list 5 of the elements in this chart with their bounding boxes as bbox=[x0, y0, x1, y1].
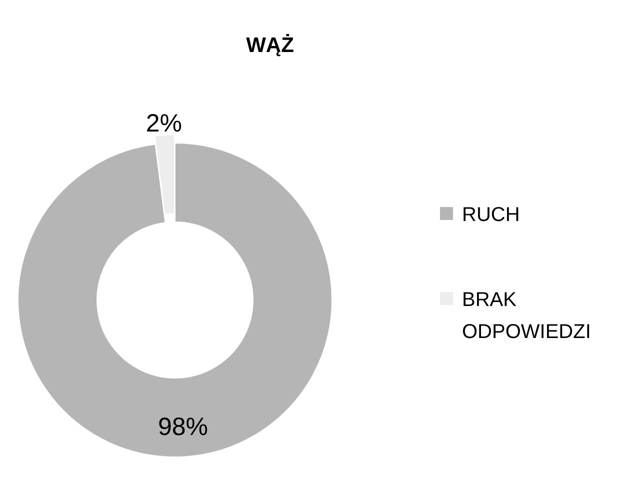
legend-label: RUCH bbox=[462, 204, 520, 226]
data-label: 2% bbox=[146, 109, 182, 138]
data-label: 98% bbox=[158, 413, 208, 442]
chart-title: WĄŻ bbox=[246, 34, 294, 57]
legend-label: BRAK ODPOWIEDZI bbox=[462, 289, 591, 343]
